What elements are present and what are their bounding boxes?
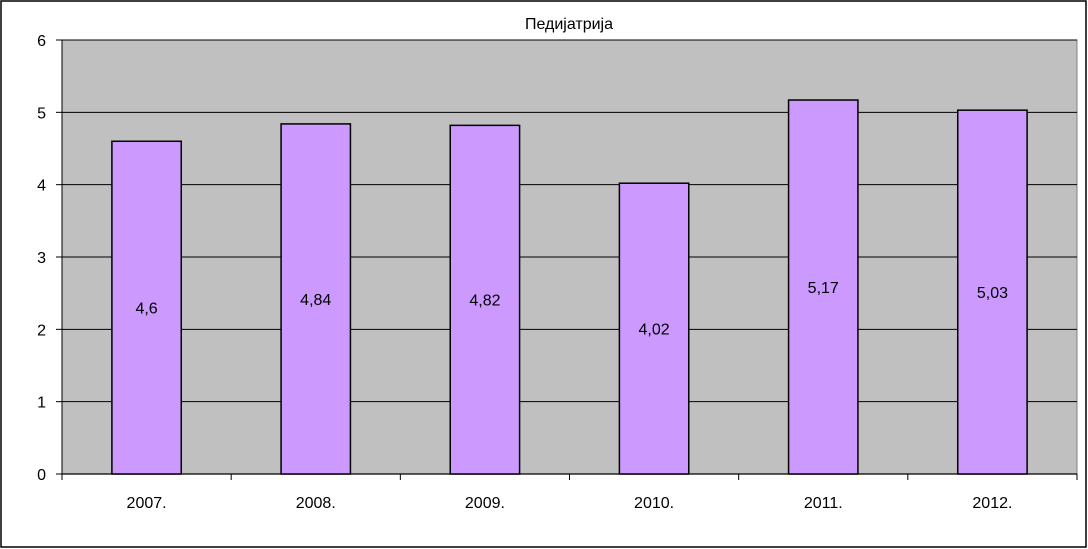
x-tick-label: 2008.: [296, 495, 336, 512]
x-tick-label: 2007.: [127, 495, 167, 512]
bar-value-label: 4,02: [639, 322, 670, 339]
bar: [111, 140, 183, 475]
gridlines: [62, 39, 1077, 403]
x-tick-label: 2010.: [634, 495, 674, 512]
bar-value-label: 5,17: [808, 280, 839, 297]
y-tick-label: 4: [37, 178, 46, 195]
x-tick-label: 2011.: [804, 495, 843, 512]
y-tick-label: 0: [37, 467, 46, 484]
chart-title: Педијатрија: [525, 16, 613, 33]
bar: [449, 124, 521, 475]
bar-value-label: 4,84: [300, 292, 331, 309]
bar-value-label: 5,03: [977, 285, 1008, 302]
y-tick-label: 2: [37, 322, 46, 339]
y-tick-label: 1: [37, 395, 46, 412]
labels: 0 1 2 3 4 5 6 4,6 2007. 4,84 2008. 4,82 2009. 4,02 201…: [37, 33, 1012, 512]
bars: [111, 99, 1028, 475]
y-tick-label: 6: [37, 33, 46, 50]
axes: [56, 39, 1078, 480]
y-tick-label: 3: [37, 250, 46, 267]
bar: [956, 109, 1028, 475]
x-tick-label: 2012.: [972, 495, 1012, 512]
bar-value-label: 4,6: [135, 301, 157, 318]
x-tick-label: 2009.: [465, 495, 505, 512]
bar: [280, 123, 352, 475]
bar: [618, 182, 690, 475]
bar: [787, 99, 859, 475]
y-tick-label: 5: [37, 105, 46, 122]
bar-value-label: 4,82: [469, 293, 500, 310]
